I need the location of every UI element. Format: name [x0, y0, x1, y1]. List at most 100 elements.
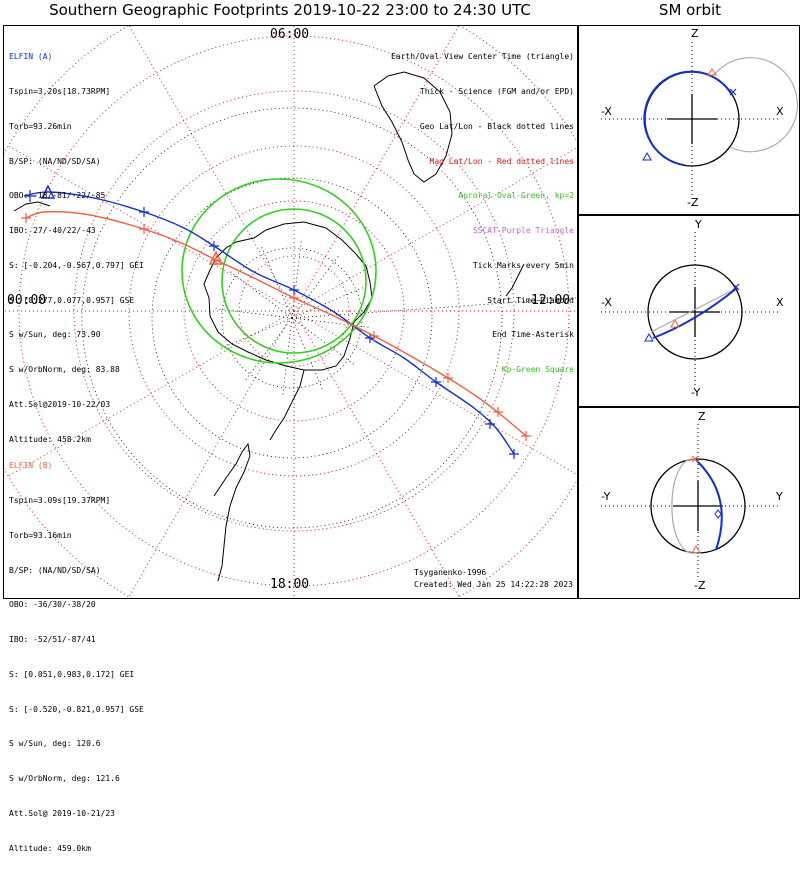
- elfin-b-tick: [521, 431, 531, 441]
- sm-axis-right: X: [776, 296, 784, 309]
- sm-axis-top: Z: [691, 27, 699, 40]
- elfin-b-orbit: [650, 287, 738, 333]
- legend-item: Mag Lat/Lon - Red dotted lines: [429, 156, 575, 166]
- sm-axis-bottom: -Z: [687, 196, 699, 209]
- footprint-map-panel: ELFIN (A) Tspin=3.20s[18.73RPM] Torb=93.…: [3, 25, 578, 853]
- map-legend: Earth/Oval View Center Time (triangle) T…: [391, 28, 574, 399]
- elfin-a-info: ELFIN (A) Tspin=3.20s[18.73RPM] Torb=93.…: [9, 28, 144, 469]
- elfin-a-line: B/SP: (NA/ND/SD/SA): [9, 156, 101, 166]
- elfin-a-line: OBO: -18/-81/-22/-85: [9, 191, 106, 201]
- new-zealand-coastline: [505, 263, 525, 297]
- antarctic-peninsula-coastline: [269, 369, 305, 441]
- mag-latitude-circle: [183, 200, 405, 422]
- australia-coastline: [373, 71, 453, 183]
- elfin-a-line: S w/OrbNorm, deg: 83.88: [9, 365, 120, 375]
- mlt-label-right: 12:00: [531, 293, 571, 308]
- sm-axis-right: X: [776, 105, 784, 118]
- elfin-a-orbit: [652, 287, 738, 339]
- elfin-a-line: Torb=93.26min: [9, 121, 72, 131]
- elfin-b-tick: [493, 407, 503, 417]
- mag-longitude-line: [128, 310, 295, 598]
- mag-longitude-line: [7, 145, 295, 312]
- mag-latitude-circle: [18, 35, 570, 587]
- geo-longitude-line: [260, 244, 293, 319]
- elfin-b-line: S: [0.051,0.983,0.172] GEI: [9, 669, 135, 679]
- mag-longitude-line: [293, 26, 460, 312]
- auroral-oval-outer: [181, 178, 377, 364]
- sm-orbit-title: SM orbit: [658, 1, 722, 19]
- elfin-a-tick: [431, 377, 441, 387]
- legend-item: Geo Lat/Lon - Black dotted lines: [419, 121, 574, 131]
- legend-item: Kp-Green Square: [501, 365, 574, 375]
- sm-orbit-panel-yz: Z -Z -Y Y: [578, 407, 800, 599]
- antarctica-coastline: [203, 221, 373, 371]
- elfin-a-line: S: [0.277,0.077,0.957] GSE: [9, 295, 135, 305]
- sm-axis-left: -X: [601, 105, 612, 118]
- mag-longitude-line: [293, 310, 460, 598]
- elfin-b-tick: [289, 293, 299, 303]
- elfin-b-line: Tspin=3.09s[19.37RPM]: [9, 495, 111, 505]
- elfin-b-line: OBO: -36/30/-38/20: [9, 600, 96, 610]
- sm-axis-bottom: -Y: [691, 386, 701, 399]
- elfin-b-line: S w/Sun, deg: 120.6: [9, 739, 101, 749]
- elfin-a-line: Tspin=3.20s[18.73RPM]: [9, 86, 111, 96]
- elfin-b-tick: [443, 373, 453, 383]
- sm-axis-bottom: -Z: [694, 579, 706, 592]
- geo-latitude-circle: [81, 107, 503, 529]
- legend-item: Auroral Oval-Green, kp=2: [458, 191, 574, 201]
- elfin-a-end-marker: [732, 283, 740, 291]
- legend-item: Start Time-Diamond: [487, 295, 574, 305]
- sm-orbit-panel-xz: Z -Z -X X: [578, 25, 800, 215]
- mag-longitude-line: [7, 310, 295, 477]
- elfin-b-tick: [139, 224, 149, 234]
- footprint-map-plot: [4, 26, 577, 598]
- elfin-b-info: ELFIN (B) Tspin=3.09s[19.37RPM] Torb=93.…: [9, 437, 144, 878]
- elfin-b-center-triangle: [208, 250, 224, 265]
- south-america-coastline: [213, 442, 251, 582]
- geo-longitude-line: [291, 317, 324, 392]
- sm-orbit-plot-xy: [601, 232, 779, 388]
- geo-longitude-line: [243, 317, 293, 383]
- mag-longitude-line: [128, 26, 295, 312]
- sm-axis-right: Y: [776, 490, 783, 503]
- elfin-a-line: IBO: 27/-40/22/-43: [9, 226, 96, 236]
- elfin-b-orbit: [671, 458, 697, 554]
- elfin-b-title: ELFIN (B): [9, 461, 53, 471]
- elfin-b-marker: [707, 68, 717, 76]
- sm-axis-left: -Y: [601, 490, 611, 503]
- elfin-b-line: Torb=93.16min: [9, 530, 72, 540]
- created-label: Created: Wed Jan 25 14:22:28 2023: [414, 580, 573, 589]
- sm-axis-top: Y: [695, 218, 702, 231]
- sm-axis-top: Z: [698, 410, 706, 423]
- elfin-b-tick: [21, 213, 31, 223]
- mag-longitude-line: [293, 147, 577, 312]
- elfin-b-marker: [691, 544, 701, 554]
- elfin-a-marker: [644, 332, 654, 342]
- elfin-b-line: B/SP: (NA/ND/SD/SA): [9, 565, 101, 575]
- geo-longitude-line: [282, 317, 293, 398]
- geo-longitude-line: [291, 317, 372, 328]
- geo-longitude-line: [212, 308, 293, 319]
- mlt-label-left: 00:00: [7, 293, 47, 308]
- elfin-a-orbit: [643, 70, 733, 166]
- elfin-b-marker: [670, 318, 680, 328]
- sm-earth-circle: [647, 264, 743, 360]
- legend-item: Tick Marks every 5min: [472, 260, 574, 270]
- elfin-a-end-marker: [729, 88, 737, 96]
- mag-latitude-circle: [238, 255, 350, 367]
- elfin-b-end-marker: [691, 455, 699, 463]
- geo-longitude-line: [291, 238, 302, 319]
- elfin-b-line: Altitude: 459.0km: [9, 843, 91, 853]
- sm-orbit-plot-xz: [601, 42, 799, 198]
- elfin-a-marker: [642, 151, 652, 161]
- sm-orbit-panel-xy: Y -Y -X X: [578, 215, 800, 407]
- model-label: Tsyganenko-1996: [414, 568, 487, 577]
- geo-longitude-line: [291, 286, 366, 319]
- elfin-b-line: IBO: -52/51/-87/41: [9, 635, 96, 645]
- elfin-a-tick: [509, 449, 519, 459]
- africa-coastline: [13, 201, 51, 212]
- legend-item: Thick - Science (FGM and/or EPD): [419, 86, 574, 96]
- page-title: Southern Geographic Footprints 2019-10-2…: [49, 1, 531, 19]
- elfin-a-tick: [209, 241, 219, 251]
- elfin-a-center-triangle: [40, 184, 56, 199]
